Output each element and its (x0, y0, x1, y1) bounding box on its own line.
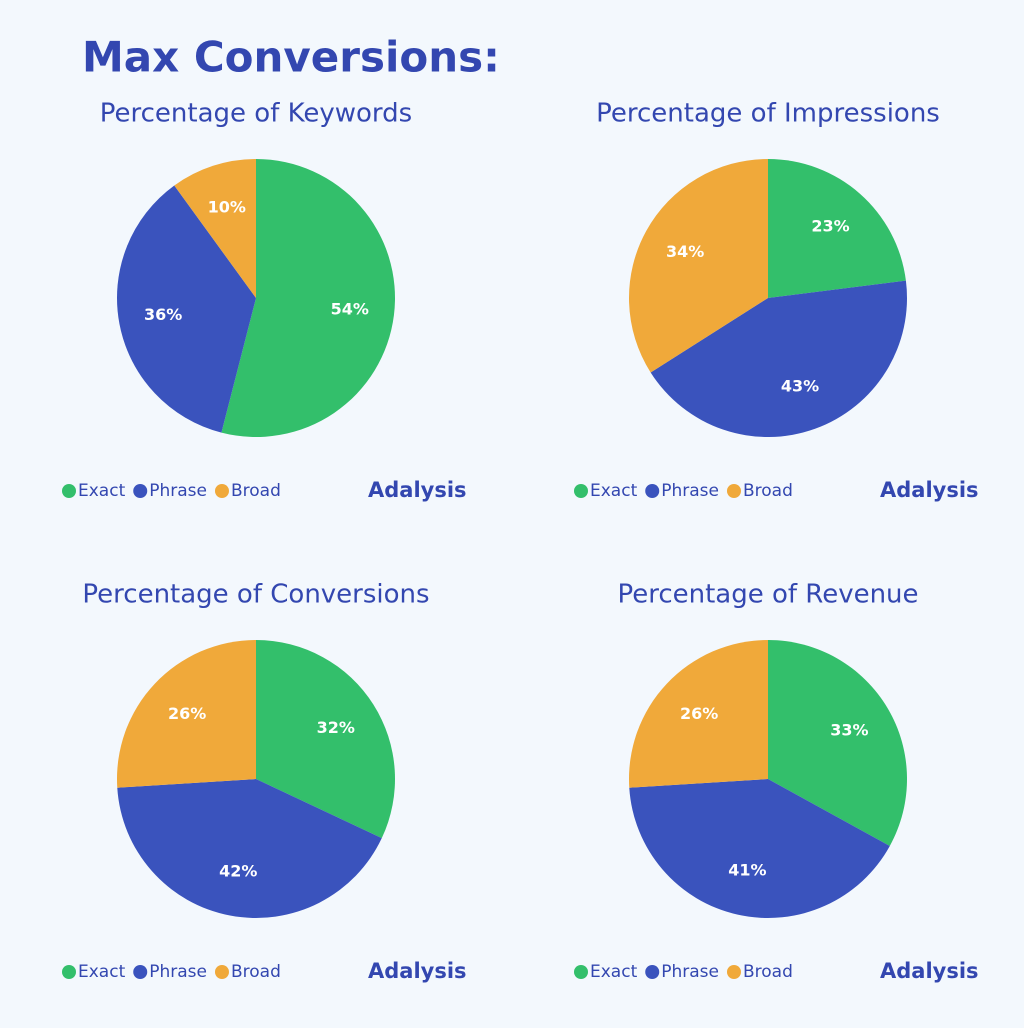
legend-dot (133, 965, 148, 979)
brand-logo: Adalysis (880, 478, 979, 502)
legend-label: Exact (590, 962, 638, 982)
value-label: 36% (144, 305, 182, 324)
pie-slice (768, 640, 907, 846)
pie-slice (629, 779, 890, 918)
pie-slice (174, 159, 256, 298)
pie-slice (650, 280, 908, 437)
legend-label: Phrase (661, 962, 719, 982)
pie-slice (768, 159, 906, 298)
chart-title: Percentage of Conversions (82, 580, 429, 610)
pie-slice (116, 640, 256, 788)
pie-slice (117, 185, 257, 433)
pie-slice (221, 159, 396, 437)
legend-label: Phrase (149, 481, 207, 501)
legend-dot (645, 965, 660, 979)
brand-logo: Adalysis (880, 959, 979, 983)
pie-slice (117, 779, 382, 918)
pie-slice (629, 640, 768, 788)
legend-label: Exact (78, 962, 126, 982)
brand-logo: Adalysis (368, 959, 467, 983)
legend-dot (574, 965, 588, 979)
value-label: 43% (781, 376, 819, 395)
legend-dot (62, 965, 76, 979)
legend-dot (62, 484, 76, 498)
value-label: 41% (728, 861, 766, 880)
legend-dot (726, 965, 741, 979)
legend-dot (214, 484, 229, 498)
legend-label: Phrase (661, 481, 719, 501)
value-label: 33% (830, 720, 868, 739)
pie-slice (256, 640, 395, 839)
value-label: 54% (331, 299, 369, 318)
main-title: Max Conversions: (82, 33, 500, 82)
legend-label: Broad (231, 962, 281, 982)
legend-label: Broad (743, 481, 793, 501)
legend-dot (726, 484, 741, 498)
value-label: 26% (680, 704, 718, 723)
chart-title: Percentage of Keywords (100, 99, 412, 129)
legend-label: Phrase (149, 962, 207, 982)
value-label: 10% (208, 198, 246, 217)
chart-title: Percentage of Impressions (596, 99, 940, 129)
value-label: 32% (317, 718, 355, 737)
legend-label: Broad (743, 962, 793, 982)
value-label: 34% (666, 242, 704, 261)
value-label: 42% (219, 861, 257, 880)
legend-label: Exact (78, 481, 126, 501)
brand-logo: Adalysis (368, 478, 467, 502)
legend-dot (133, 484, 148, 498)
value-label: 23% (811, 217, 849, 236)
legend-dot (214, 965, 229, 979)
legend-dot (645, 484, 660, 498)
legend-label: Broad (231, 481, 281, 501)
value-label: 26% (168, 704, 206, 723)
chart-title: Percentage of Revenue (617, 580, 918, 610)
pie-slice (629, 159, 768, 373)
legend-label: Exact (590, 481, 638, 501)
legend-dot (574, 484, 588, 498)
